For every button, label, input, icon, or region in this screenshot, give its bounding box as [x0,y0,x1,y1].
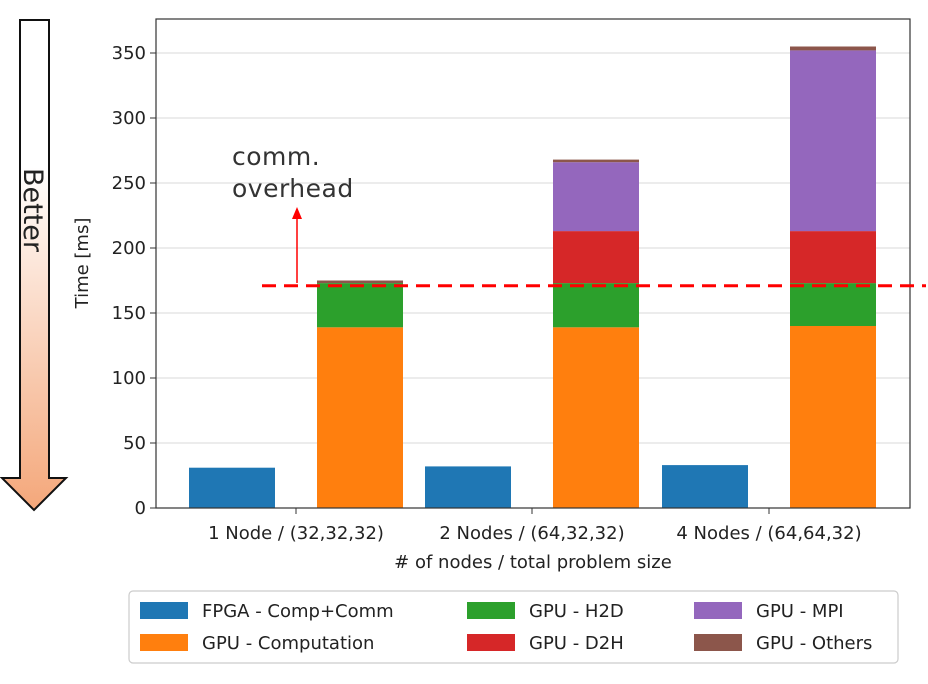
better-arrow: Better [0,19,69,512]
y-axis-ticks: 0 50 100 150 200 250 300 350 [112,43,156,519]
bar-gpu-h2d-3 [790,283,876,326]
y-tick-label: 50 [123,433,146,454]
x-tick-label: 1 Node / (32,32,32) [208,523,384,544]
bar-gpu-d2h-2 [553,231,639,284]
annotation-line-2: overhead [232,174,354,203]
annotation-arrow-head [292,207,302,219]
comm-overhead-annotation: comm. overhead [232,142,354,283]
bar-gpu-computation-3 [790,326,876,508]
better-label: Better [17,168,48,253]
x-tick-label: 4 Nodes / (64,64,32) [676,523,861,544]
bar-gpu-h2d-2 [553,283,639,328]
bars [189,46,876,508]
legend-swatch-gpu-others [694,634,742,651]
y-tick-label: 100 [112,368,146,389]
bar-fpga-1 [189,467,275,508]
legend-label-gpu-d2h: GPU - D2H [529,633,624,654]
bar-fpga-2 [425,466,511,508]
grid-lines [156,52,910,509]
legend-label-gpu-computation: GPU - Computation [202,633,374,654]
y-tick-label: 350 [112,43,146,64]
bar-gpu-mpi-2 [553,162,639,232]
legend-swatch-gpu-h2d [467,602,515,619]
bar-gpu-mpi-3 [790,50,876,232]
y-tick-label: 0 [135,498,146,519]
legend-label-fpga-comp-comm: FPGA - Comp+Comm [202,601,394,622]
bar-fpga-3 [662,465,748,508]
annotation-line-1: comm. [232,142,320,171]
legend-label-gpu-mpi: GPU - MPI [756,601,844,622]
bar-gpu-computation-2 [553,327,639,508]
better-arrow-shape [0,19,69,512]
legend-swatch-gpu-computation [140,634,188,651]
x-axis-ticks: 1 Node / (32,32,32) 2 Nodes / (64,32,32) 4… [208,508,862,544]
y-axis-label: Time [ms] [72,218,93,310]
legend-swatch-gpu-mpi [694,602,742,619]
x-tick-label: 2 Nodes / (64,32,32) [439,523,624,544]
legend-swatch-fpga-comp-comm [140,602,188,619]
legend-label-gpu-others: GPU - Others [756,633,872,654]
bar-gpu-others-3 [790,46,876,51]
bar-gpu-others-1 [317,280,403,284]
plot-frame [155,18,911,509]
y-tick-label: 200 [112,238,146,259]
y-tick-label: 150 [112,303,146,324]
x-axis-label: # of nodes / total problem size [394,552,672,573]
y-tick-label: 300 [112,108,146,129]
y-tick-label: 250 [112,173,146,194]
legend-label-gpu-h2d: GPU - H2D [529,601,624,622]
bar-gpu-d2h-3 [790,231,876,284]
bar-gpu-others-2 [553,159,639,163]
legend: FPGA - Comp+Comm GPU - Computation GPU - H… [128,590,899,664]
bar-gpu-computation-1 [317,327,403,508]
legend-swatch-gpu-d2h [467,634,515,651]
bar-gpu-h2d-1 [317,283,403,328]
